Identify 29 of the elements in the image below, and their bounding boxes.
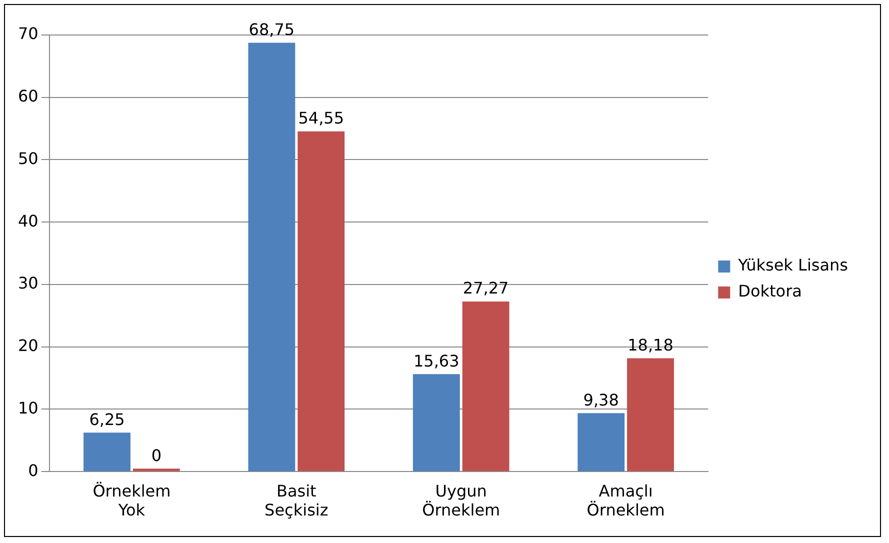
y-tick-label: 20 <box>18 336 38 356</box>
y-tick-label: 60 <box>18 86 38 106</box>
y-tick-label: 10 <box>18 398 38 418</box>
legend-label: Yüksek Lisans <box>737 256 848 275</box>
data-label: 0 <box>151 446 162 465</box>
bar <box>627 358 674 472</box>
bar <box>84 432 130 472</box>
y-tick-label: 40 <box>18 211 38 230</box>
data-label: 68,75 <box>248 20 295 39</box>
x-tick-label: Uygun Örneklem <box>422 481 500 520</box>
bar <box>298 131 345 472</box>
bar <box>578 413 625 472</box>
y-tick-label: 70 <box>18 24 38 44</box>
y-tick-label: 0 <box>28 460 38 480</box>
x-tick-label: Amaçlı Örneklem <box>586 481 665 520</box>
data-label: 9,38 <box>583 390 619 410</box>
y-tick-label: 50 <box>18 148 38 168</box>
x-tick-label: Örneklem Yok <box>92 481 171 520</box>
data-label: 18,18 <box>628 335 674 354</box>
y-tick-label: 30 <box>18 274 38 293</box>
data-label: 6,25 <box>89 410 125 429</box>
bar <box>462 302 510 472</box>
bar <box>248 42 296 472</box>
data-label: 27,27 <box>462 278 509 298</box>
legend-label: Doktora <box>738 282 802 301</box>
x-tick-label: Basit Seçkisiz <box>264 481 328 520</box>
data-label: 54,55 <box>298 108 344 128</box>
bar <box>412 374 460 472</box>
data-label: 15,63 <box>413 351 460 370</box>
